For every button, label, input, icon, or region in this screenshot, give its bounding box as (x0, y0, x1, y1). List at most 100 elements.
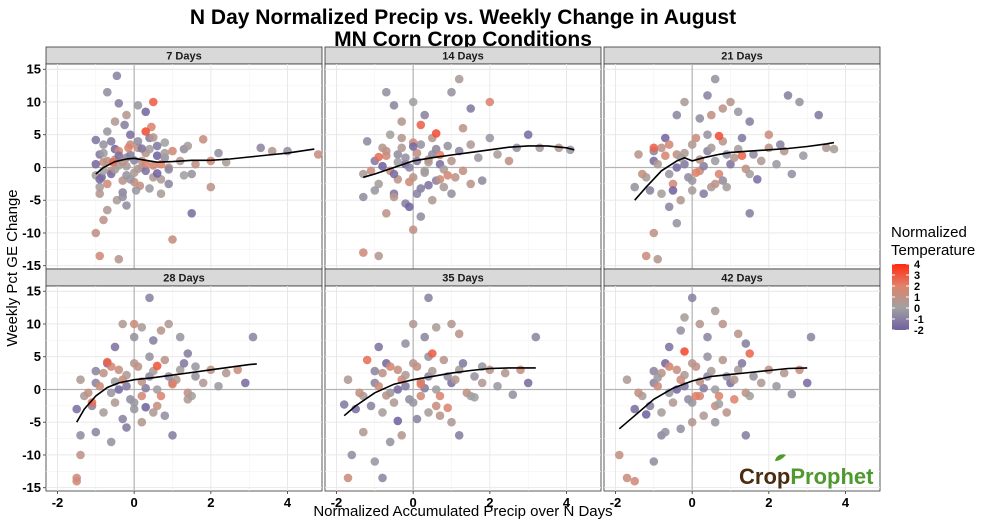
logo-text-prophet: Prophet (790, 464, 874, 489)
logo-text-crop: Crop (739, 464, 790, 489)
scatter-point (206, 182, 216, 192)
facet-strip-label: 14 Days (442, 51, 484, 63)
scatter-point (339, 400, 349, 409)
scatter-point (129, 319, 139, 329)
scatter-point (691, 133, 701, 143)
scatter-point (378, 161, 387, 171)
scatter-point (416, 391, 426, 401)
scatter-point (661, 151, 670, 160)
scatter-point (638, 169, 647, 179)
scatter-point (359, 248, 368, 257)
scatter-point (756, 156, 766, 166)
scatter-point (485, 365, 495, 375)
scatter-point (214, 381, 223, 391)
scatter-point (103, 179, 112, 189)
scatter-point (776, 140, 785, 149)
scatter-point (129, 332, 139, 342)
scatter-point (393, 385, 403, 394)
x-tick-label: 0 (689, 495, 696, 510)
scatter-point (772, 159, 781, 169)
x-axis-title: Normalized Accumulated Precip over N Day… (313, 503, 612, 520)
scatter-point (745, 117, 754, 126)
scatter-point (458, 166, 468, 176)
scatter-point (149, 161, 158, 170)
scatter-point (680, 313, 689, 322)
scatter-point (416, 379, 426, 389)
scatter-point (722, 408, 731, 417)
scatter-point (634, 150, 643, 159)
scatter-point (779, 368, 789, 378)
scatter-point (454, 74, 464, 84)
y-tick-label: 10 (27, 94, 41, 109)
scatter-point (730, 375, 739, 385)
y-tick-label: -5 (29, 193, 41, 208)
scatter-point (649, 228, 659, 238)
scatter-point (149, 336, 158, 345)
scatter-point (103, 127, 112, 136)
scatter-point (401, 339, 410, 348)
trend-line (618, 367, 808, 430)
legend-tick-label: -2 (914, 325, 924, 337)
scatter-point (783, 91, 793, 100)
scatter-point (676, 195, 685, 205)
scatter-point (687, 176, 697, 185)
scatter-point (114, 365, 124, 375)
scatter-point (160, 148, 170, 158)
scatter-point (664, 388, 674, 398)
scatter-point (699, 189, 708, 198)
scatter-point (676, 424, 685, 434)
scatter-point (672, 110, 682, 120)
facet-panels: 7 Days -15 -10 -5 0 5 10 15 14 Days 21 Days 28 Day… (22, 46, 881, 510)
scatter-point (370, 457, 380, 466)
y-axis-title: Weekly Pct GE Change (4, 189, 21, 346)
scatter-point (233, 365, 242, 375)
scatter-point (343, 375, 353, 385)
scatter-point (622, 473, 632, 483)
scatter-point (516, 365, 525, 375)
scatter-point (477, 176, 487, 185)
scatter-point (267, 146, 277, 156)
scatter-point (718, 176, 728, 185)
scatter-point (431, 323, 441, 332)
scatter-point (152, 385, 162, 394)
scatter-point (814, 110, 823, 120)
scatter-point (722, 182, 731, 192)
chart-title-line2: MN Corn Crop Conditions (334, 28, 592, 51)
trend-line (634, 141, 835, 201)
scatter-point (191, 372, 200, 381)
scatter-point (133, 101, 143, 110)
scatter-point (435, 175, 445, 184)
scatter-point (91, 427, 101, 437)
scatter-point (424, 180, 433, 190)
scatter-point (168, 431, 177, 440)
y-tick-label: -10 (22, 225, 41, 240)
legend-color-bar (892, 264, 909, 330)
facet-strip-label: 21 Days (721, 51, 763, 63)
scatter-point (707, 366, 716, 376)
scatter-point (313, 150, 323, 159)
y-tick-label: 5 (34, 127, 41, 142)
scatter-point (703, 352, 712, 362)
scatter-point (118, 319, 127, 329)
scatter-point (408, 97, 418, 107)
scatter-point (707, 182, 716, 192)
scatter-point (106, 137, 116, 146)
facet-panel: 35 Days -2 0 2 4 (324, 268, 602, 510)
facet-panel: 14 Days (324, 46, 602, 270)
scatter-point (106, 388, 116, 398)
scatter-point (657, 408, 666, 417)
scatter-point (745, 209, 754, 218)
scatter-point (370, 186, 380, 195)
scatter-point (149, 408, 158, 417)
scatter-point (420, 110, 430, 120)
scatter-point (374, 342, 384, 352)
scatter-point (179, 359, 189, 368)
scatter-point (649, 143, 659, 153)
scatter-point (141, 107, 150, 117)
scatter-point (145, 144, 154, 154)
scatter-point (124, 143, 133, 153)
scatter-point (428, 366, 437, 376)
plot-area (45, 285, 323, 492)
scatter-point (141, 383, 150, 393)
scatter-point (710, 156, 720, 166)
